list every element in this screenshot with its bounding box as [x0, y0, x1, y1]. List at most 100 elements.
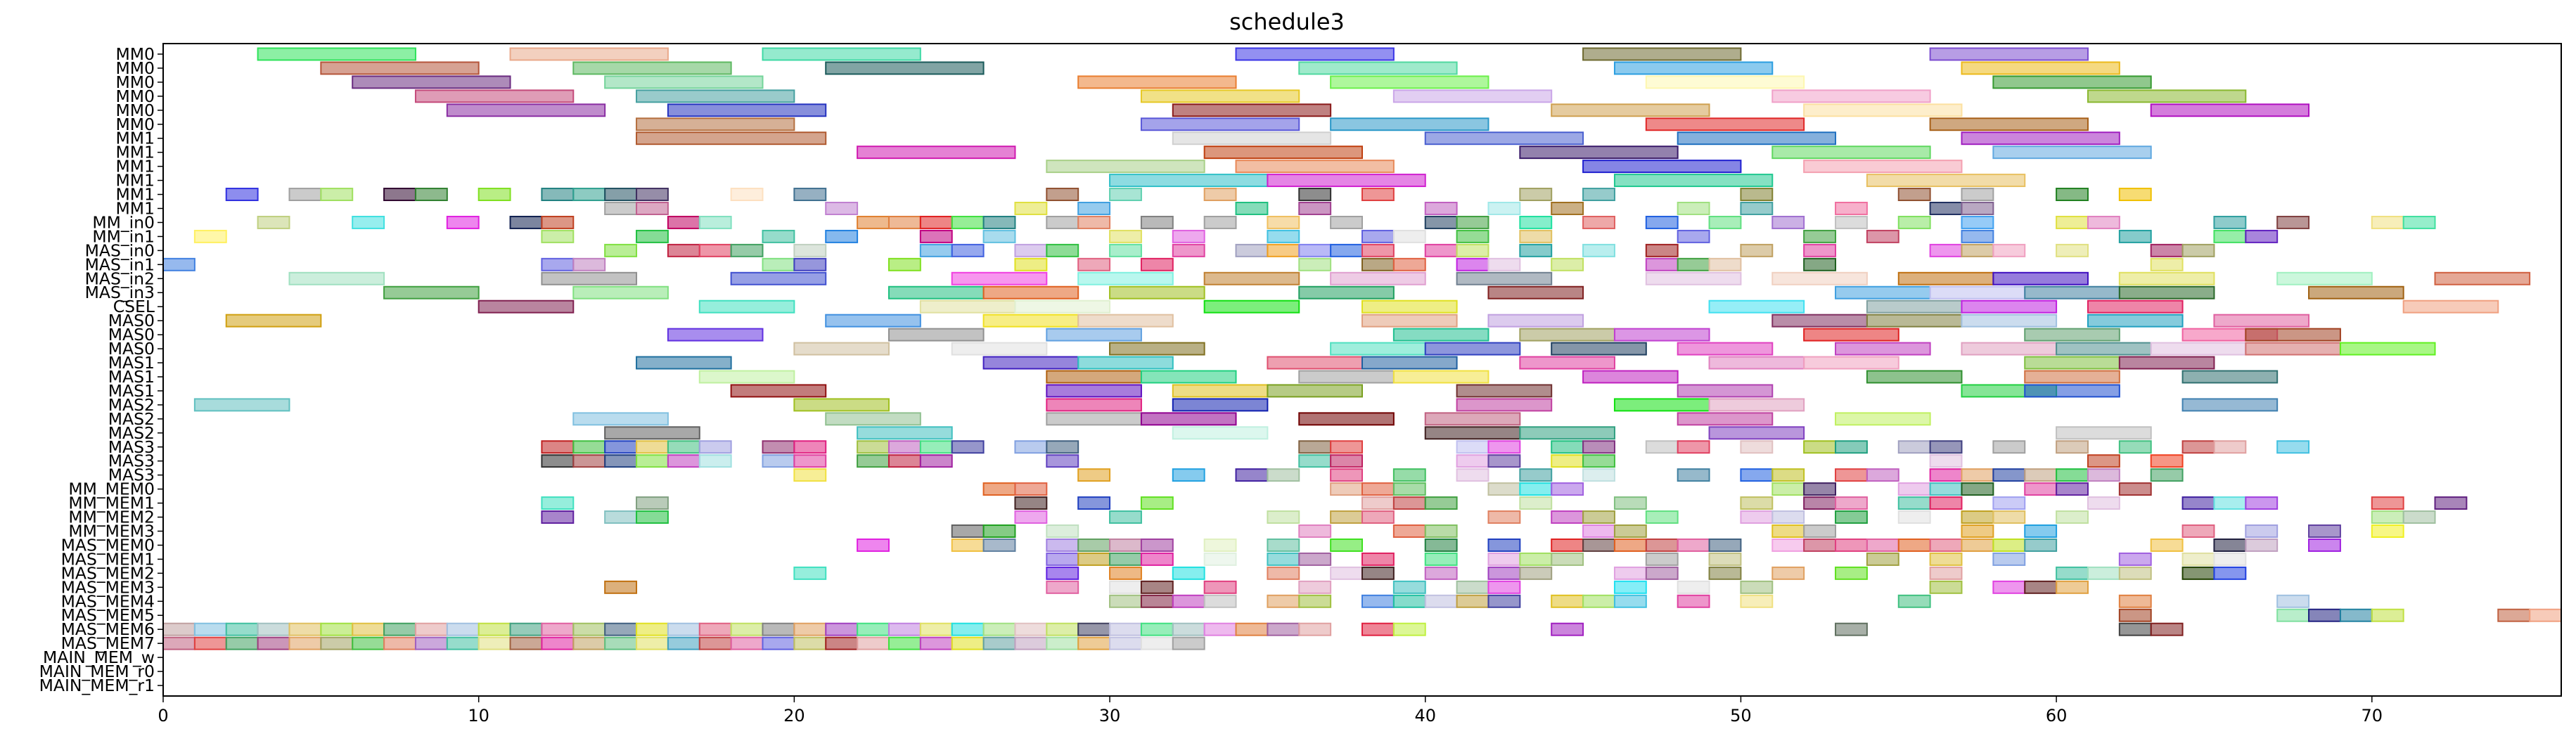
task-bar — [541, 510, 575, 524]
task-bar — [1361, 257, 1395, 271]
row-label: MAS3 — [108, 451, 155, 471]
task-bar — [1803, 496, 1837, 510]
task-bar — [320, 622, 354, 636]
task-bar — [1519, 243, 1553, 257]
task-bar — [1172, 566, 1205, 580]
task-bar — [1203, 538, 1237, 552]
task-bar — [1046, 622, 1079, 636]
row-label: MAS_MEM5 — [61, 605, 155, 625]
task-bar — [604, 243, 638, 257]
task-bar — [2245, 524, 2279, 538]
task-bar — [1424, 594, 1458, 608]
task-bar — [2087, 314, 2184, 328]
task-bar — [1046, 215, 1079, 229]
task-bar — [2497, 608, 2531, 622]
task-bar — [604, 510, 638, 524]
task-bar — [1109, 174, 1269, 188]
task-bar — [1677, 412, 1774, 426]
task-bar — [636, 622, 669, 636]
task-bar — [1392, 594, 1426, 608]
row-label: MM1 — [115, 185, 155, 205]
task-bar — [762, 454, 795, 468]
task-bar — [1803, 328, 1899, 342]
task-bar — [509, 636, 543, 650]
task-bar — [257, 47, 416, 61]
task-bar — [636, 229, 669, 243]
task-bar — [667, 103, 827, 117]
task-bar — [1897, 538, 1931, 552]
task-bar — [762, 257, 795, 271]
task-bar — [572, 440, 606, 454]
task-bar — [1677, 229, 1710, 243]
task-bar — [1835, 566, 1868, 580]
task-bar — [1551, 454, 1584, 468]
task-bar — [1077, 552, 1111, 566]
task-bar — [1613, 538, 1647, 552]
row-label: MM0 — [115, 86, 155, 106]
task-bar — [1487, 594, 1521, 608]
task-bar — [1267, 243, 1300, 257]
task-bar — [857, 622, 890, 636]
task-bar — [1077, 271, 1174, 285]
task-bar — [1961, 215, 1994, 229]
task-bar — [667, 215, 700, 229]
task-bar — [1929, 285, 2026, 299]
task-bar — [1361, 356, 1458, 370]
task-bar — [887, 440, 921, 454]
task-bar — [1771, 215, 1805, 229]
task-bar — [1677, 440, 1710, 454]
task-bar — [1961, 482, 1994, 496]
task-bar — [1582, 370, 1679, 384]
task-bar — [225, 636, 259, 650]
task-bar — [1929, 538, 1963, 552]
task-bar — [1014, 496, 1048, 510]
task-bar — [2245, 342, 2341, 356]
task-bar — [698, 243, 732, 257]
task-bar — [1046, 412, 1142, 426]
task-bar — [1109, 285, 1205, 299]
task-bar — [2181, 566, 2215, 580]
task-bar — [1487, 440, 1521, 454]
task-bar — [288, 271, 385, 285]
task-bar — [1330, 510, 1364, 524]
task-bar — [1645, 440, 1679, 454]
task-bar — [2213, 440, 2247, 454]
task-bar — [2276, 440, 2310, 454]
task-bar — [1519, 496, 1553, 510]
task-bar — [1740, 510, 1774, 524]
row-label: MAS3 — [108, 437, 155, 457]
task-bar — [793, 468, 827, 482]
task-bar — [1298, 202, 1332, 215]
task-bar — [1330, 271, 1426, 285]
task-bar — [1961, 61, 2120, 75]
task-bar — [667, 454, 700, 468]
task-bar — [1835, 496, 1868, 510]
task-bar — [793, 440, 827, 454]
task-bar — [1046, 524, 1079, 538]
task-bar — [604, 188, 638, 202]
task-bar — [1897, 440, 1931, 454]
task-bar — [919, 215, 953, 229]
task-bar — [2339, 608, 2373, 622]
task-bar — [1677, 131, 1837, 146]
task-bar — [1582, 160, 1742, 174]
task-bar — [1519, 566, 1553, 580]
task-bar — [541, 188, 575, 202]
task-bar — [667, 440, 700, 454]
task-bar — [1992, 510, 2026, 524]
row-label: MM_in1 — [92, 226, 155, 246]
task-bar — [1645, 566, 1679, 580]
task-bar — [1109, 636, 1142, 650]
task-bar — [1298, 552, 1332, 566]
task-bar — [1897, 215, 1931, 229]
task-bar — [2150, 538, 2184, 552]
task-bar — [1835, 622, 1868, 636]
task-bar — [1361, 510, 1395, 524]
task-bar — [1582, 510, 1615, 524]
task-bar — [1992, 468, 2026, 482]
task-bar — [541, 622, 575, 636]
task-bar — [1172, 384, 1269, 398]
task-bar — [1708, 356, 1805, 370]
task-bar — [982, 538, 1016, 552]
task-bar — [1740, 188, 1774, 202]
